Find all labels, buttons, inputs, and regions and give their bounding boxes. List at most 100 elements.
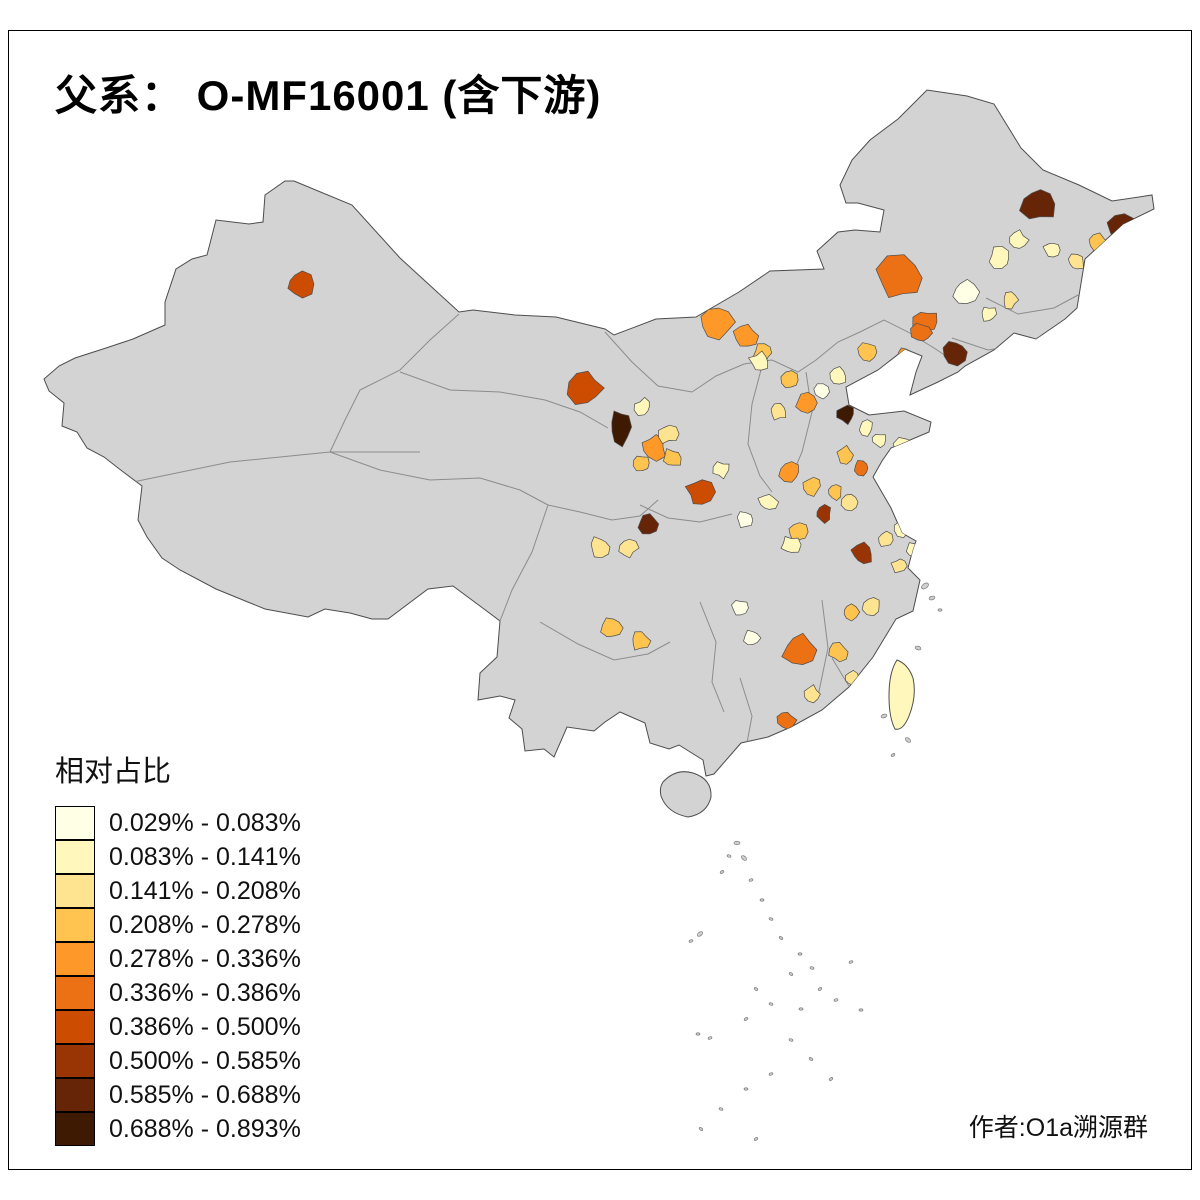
legend-row: 0.029% - 0.083% — [55, 806, 301, 840]
sea-islet — [733, 840, 741, 846]
map-region — [1042, 242, 1061, 258]
sea-islet — [817, 987, 823, 991]
legend-row: 0.336% - 0.386% — [55, 976, 301, 1010]
legend-label: 0.029% - 0.083% — [109, 808, 301, 837]
map-region — [566, 370, 605, 405]
map-region — [813, 383, 830, 400]
sea-islet — [726, 854, 732, 858]
legend-row: 0.585% - 0.688% — [55, 1078, 301, 1112]
sea-islet — [921, 582, 929, 590]
sea-islet — [743, 1017, 749, 1021]
map-region — [816, 503, 831, 524]
map-region — [795, 391, 818, 414]
map-region — [780, 536, 802, 553]
map-region — [788, 522, 809, 542]
sea-islet — [719, 870, 725, 874]
map-region — [952, 278, 981, 304]
taiwan-island — [888, 659, 915, 730]
sea-islet — [788, 972, 794, 976]
map-region — [861, 597, 880, 617]
map-region — [770, 403, 787, 421]
sea-islet — [707, 1036, 713, 1040]
sea-islet — [697, 931, 703, 937]
map-region — [871, 434, 886, 449]
map-region — [802, 476, 821, 497]
sea-islet — [718, 1107, 724, 1111]
map-region — [981, 306, 997, 322]
map-region — [637, 513, 660, 535]
attribution-text: 作者:O1a溯源群 — [968, 1114, 1148, 1142]
map-region — [781, 632, 818, 665]
legend-swatch — [55, 1010, 95, 1044]
legend-title: 相对占比 — [55, 756, 172, 788]
map-region — [780, 370, 799, 389]
map-region — [843, 603, 861, 622]
map-region — [736, 511, 754, 529]
legend-label: 0.141% - 0.208% — [109, 876, 301, 905]
legend-label: 0.585% - 0.688% — [109, 1080, 301, 1109]
sea-islet — [928, 595, 936, 601]
map-region — [854, 460, 869, 477]
map-region — [836, 404, 854, 426]
legend-row: 0.278% - 0.336% — [55, 942, 301, 976]
map-region — [1067, 253, 1084, 270]
map-region — [1139, 223, 1154, 239]
legend-swatch — [55, 1112, 95, 1146]
sea-islet — [833, 998, 839, 1002]
sea-islet — [808, 1057, 814, 1061]
map-region — [892, 437, 916, 463]
map-region — [1003, 291, 1020, 310]
mainland — [43, 89, 1155, 777]
sea-islet — [768, 917, 774, 921]
legend-swatch — [55, 806, 95, 840]
hainan-island — [659, 771, 712, 818]
legend-swatch — [55, 874, 95, 908]
map-region — [633, 396, 650, 416]
sea-islet — [768, 1002, 774, 1006]
legend-rows: 0.029% - 0.083% 0.083% - 0.141% 0.141% - 0… — [55, 806, 301, 1146]
sea-islet — [905, 737, 911, 743]
legend-label: 0.386% - 0.500% — [109, 1012, 301, 1041]
sea-islet — [828, 1077, 834, 1081]
sea-islet — [778, 936, 784, 940]
map-region — [910, 322, 934, 342]
sea-islet — [809, 966, 815, 970]
legend-row: 0.688% - 0.893% — [55, 1112, 301, 1146]
sea-islet — [753, 987, 759, 991]
map-region — [618, 538, 640, 559]
sea-islet — [748, 878, 754, 882]
map-region — [712, 461, 730, 480]
map-region — [828, 484, 842, 502]
legend-swatch — [55, 1078, 95, 1112]
map-region — [852, 389, 866, 406]
sea-islet — [890, 753, 896, 757]
sea-islet — [759, 898, 765, 902]
map-region — [743, 629, 762, 646]
legend-label: 0.083% - 0.141% — [109, 842, 301, 871]
map-region — [836, 444, 854, 465]
sea-islet — [768, 1072, 774, 1076]
map-region — [942, 341, 968, 367]
map-region — [859, 419, 873, 437]
map-region — [632, 631, 652, 651]
map-region — [857, 342, 878, 362]
map-region — [662, 448, 682, 466]
sea-islets — [688, 582, 943, 1141]
map-region — [747, 350, 769, 371]
sea-islet — [858, 1008, 864, 1012]
sea-islet — [753, 1137, 759, 1141]
legend-label: 0.688% - 0.893% — [109, 1114, 301, 1143]
sea-islet — [688, 939, 694, 943]
legend-row: 0.208% - 0.278% — [55, 908, 301, 942]
legend-label: 0.336% - 0.386% — [109, 978, 301, 1007]
map-region — [590, 536, 611, 559]
map-region — [890, 558, 908, 574]
sea-islet — [695, 1032, 701, 1036]
map-region — [840, 493, 859, 512]
legend-swatch — [55, 942, 95, 976]
map-region — [803, 684, 821, 704]
sea-islet — [937, 608, 943, 612]
map-region — [757, 494, 780, 510]
map-region — [658, 424, 680, 445]
sea-islet — [741, 855, 747, 861]
